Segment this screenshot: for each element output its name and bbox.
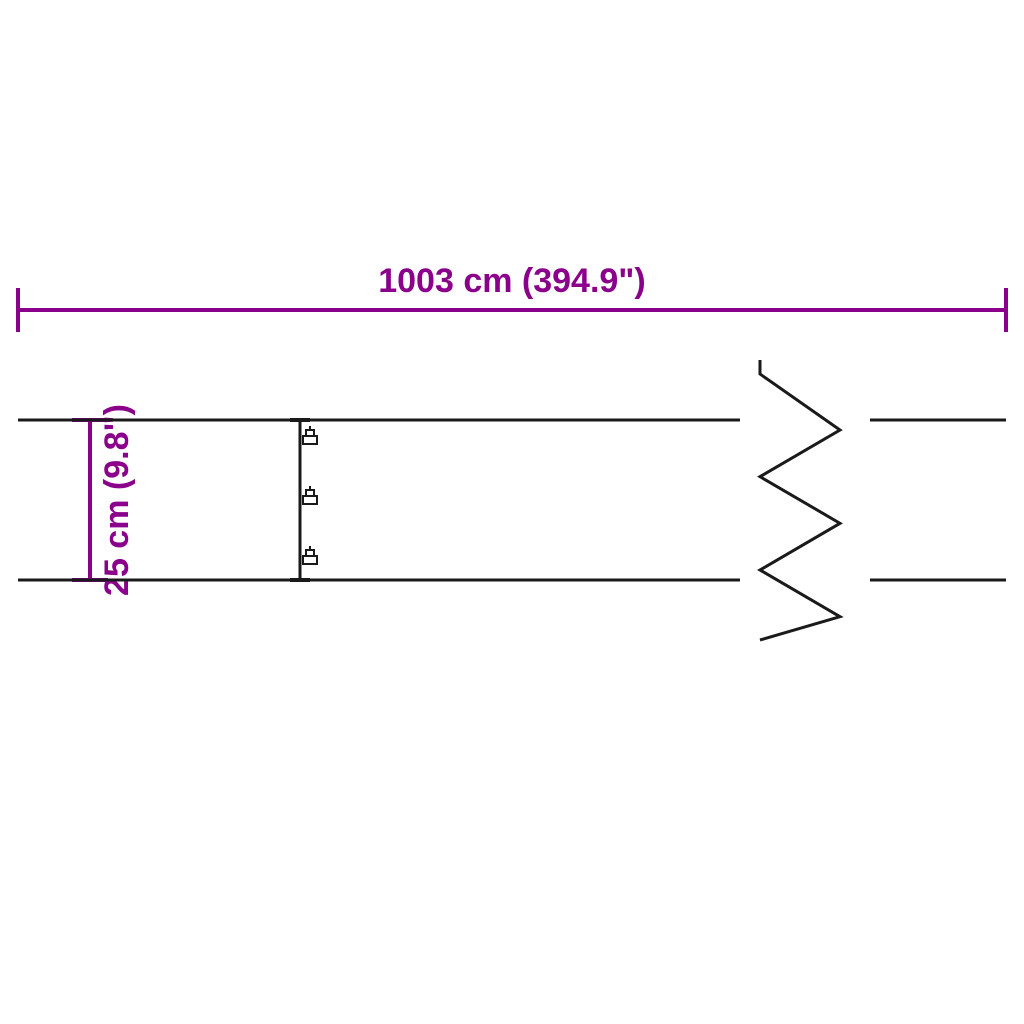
height-dimension-label: 25 cm (9.8") xyxy=(98,404,136,596)
length-break-icon xyxy=(760,360,840,640)
joint-clip-icon xyxy=(303,546,317,564)
joint-clip-icon xyxy=(303,486,317,504)
joint-clip-icon xyxy=(303,426,317,444)
width-dimension-label: 1003 cm (394.9") xyxy=(378,262,646,300)
